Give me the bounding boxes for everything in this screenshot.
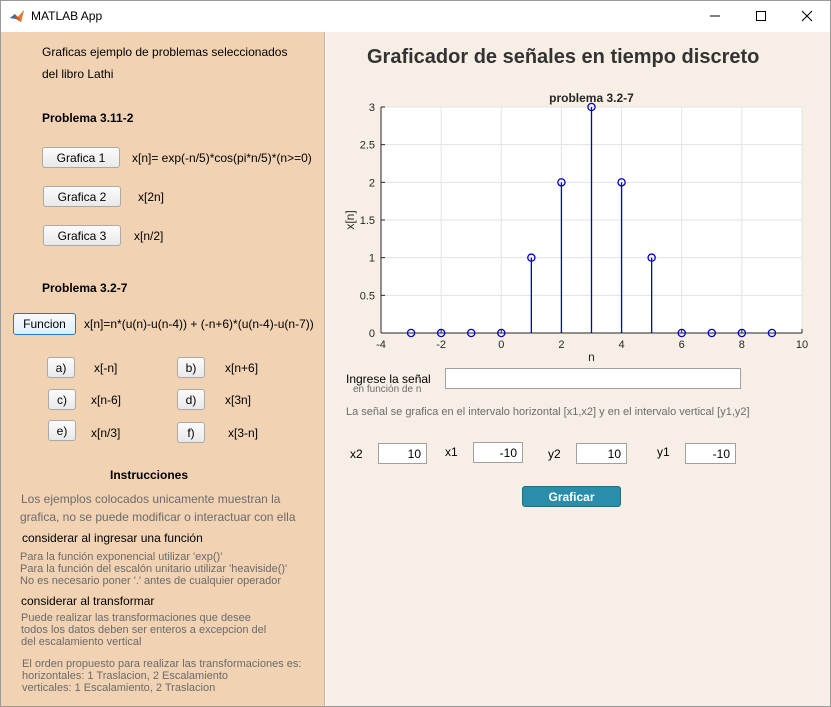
problem1-title: Problema 3.11-2: [42, 111, 134, 125]
signal-input[interactable]: [445, 368, 741, 389]
option-d-button[interactable]: d): [177, 389, 205, 410]
option-b-button[interactable]: b): [177, 357, 205, 378]
stem-marker: [647, 253, 656, 262]
x-tick-label: 0: [498, 339, 504, 351]
grafica2-button[interactable]: Grafica 2: [43, 186, 121, 207]
minimize-icon: [710, 15, 720, 17]
instructions-p2-line1: Para la función exponencial utilizar 'ex…: [20, 551, 223, 563]
stem-marker: [497, 328, 506, 338]
option-e-desc: x[n/3]: [91, 426, 121, 440]
minimize-button[interactable]: [692, 1, 738, 31]
instructions-heading-function: considerar al ingresar una función: [22, 531, 203, 545]
instructions-p2-line3: No es necesario poner '.' antes de cualq…: [20, 575, 282, 587]
x1-label: x1: [445, 445, 458, 459]
instructions-p4-line3: verticales: 1 Escalamiento, 2 Traslacion: [22, 682, 216, 694]
option-f-button[interactable]: f): [177, 422, 205, 443]
grafica1-button[interactable]: Grafica 1: [42, 147, 120, 168]
interval-hint: La señal se grafica en el intervalo hori…: [346, 406, 750, 418]
close-icon: [801, 10, 813, 22]
instructions-p3-line3: del escalamiento vertical: [21, 636, 142, 648]
stem-marker: [466, 328, 476, 338]
signal-plot: -4 -2 0 2 4 6 8 10 0 0.5 1 1.5 2 2.5 3 problema 3.2-7 n x…: [343, 91, 808, 364]
x-tick-label: -2: [436, 339, 446, 351]
x-tick-label: 6: [679, 339, 685, 351]
instructions-p2-line2: Para la función del escalón unitario uti…: [20, 563, 288, 575]
option-c-button[interactable]: c): [48, 389, 76, 410]
option-a-desc: x[-n]: [94, 361, 118, 375]
option-c-desc: x[n-6]: [91, 393, 122, 407]
y-tick-label: 3: [369, 102, 375, 114]
y-tick-label: 1: [369, 253, 375, 265]
x2-field[interactable]: 10: [378, 443, 427, 464]
funcion-desc: x[n]=n*(u(n)-u(n-4)) + (-n+6)*(u(n-4)-u(…: [84, 317, 314, 331]
option-d-desc: x[3n]: [225, 393, 252, 407]
graficar-button[interactable]: Graficar: [522, 486, 621, 507]
signal-input-label: Ingrese la señal: [346, 372, 431, 386]
intro-text-line1: Graficas ejemplo de problemas selecciona…: [42, 45, 288, 59]
grafica1-desc: x[n]= exp(-n/5)*cos(pi*n/5)*(n>=0): [132, 151, 312, 165]
grafica2-desc: x[2n]: [138, 190, 165, 204]
x1-field[interactable]: -10: [473, 442, 523, 463]
option-f-desc: x[3-n]: [228, 426, 259, 440]
title-bar: MATLAB App: [1, 1, 830, 31]
option-e-button[interactable]: e): [48, 420, 76, 441]
y2-field[interactable]: 10: [576, 443, 627, 464]
instructions-p3-line2: todos los datos deben ser enteros a exce…: [21, 624, 267, 636]
x-tick-label: -4: [376, 339, 386, 351]
stem-marker: [587, 102, 596, 112]
x-tick-label: 10: [796, 339, 808, 351]
instructions-p1-line1: Los ejemplos colocados unicamente muestr…: [21, 492, 281, 506]
grafica3-desc: x[n/2]: [134, 229, 164, 243]
stem-marker: [406, 328, 416, 338]
x-axis-label: n: [588, 350, 595, 364]
maximize-icon: [756, 11, 766, 21]
option-a-button[interactable]: a): [47, 357, 75, 378]
instructions-p4-line2: horizontales: 1 Traslacion, 2 Escalamien…: [22, 670, 229, 682]
stem-marker: [617, 178, 626, 187]
stem-marker: [737, 328, 747, 338]
funcion-button[interactable]: Funcion: [13, 313, 76, 335]
grafica3-button[interactable]: Grafica 3: [43, 225, 121, 246]
x-tick-label: 8: [739, 339, 745, 351]
y-axis-label: x[n]: [343, 210, 357, 229]
y1-field[interactable]: -10: [685, 443, 736, 464]
x2-label: x2: [350, 447, 363, 461]
y-tick-label: 2: [369, 177, 375, 189]
instructions-p1-line2: grafica, no se puede modificar o interac…: [20, 510, 296, 524]
stem-marker: [527, 253, 536, 262]
maximize-button[interactable]: [738, 1, 784, 31]
sidebar-panel: Graficas ejemplo de problemas selecciona…: [1, 32, 325, 706]
y2-label: y2: [548, 447, 561, 461]
x-tick-label: 2: [558, 339, 564, 351]
y-tick-label: 0: [369, 328, 375, 340]
y-tick-label: 0.5: [360, 290, 375, 302]
instructions-title: Instrucciones: [110, 468, 189, 482]
y1-label: y1: [657, 445, 670, 459]
instructions-p3-line1: Puede realizar las transformaciones que …: [21, 612, 251, 624]
x-tick-label: 4: [619, 339, 625, 351]
option-b-desc: x[n+6]: [225, 361, 259, 375]
instructions-p4-line1: El orden propuesto para realizar las tra…: [22, 658, 302, 670]
y-tick-label: 2.5: [360, 140, 375, 152]
matlab-logo-icon: [10, 10, 24, 22]
close-button[interactable]: [784, 1, 830, 31]
stem-marker: [707, 328, 717, 338]
intro-text-line2: del libro Lathi: [42, 67, 114, 81]
main-panel: Graficador de señales en tiempo discreto…: [326, 32, 830, 706]
chart-title: problema 3.2-7: [549, 91, 634, 105]
stem-marker: [767, 328, 777, 338]
stem-marker: [436, 328, 446, 338]
y-tick-label: 1.5: [360, 215, 375, 227]
signal-input-sublabel: en función de n: [353, 384, 422, 395]
problem2-title: Problema 3.2-7: [42, 281, 128, 295]
instructions-heading-transform: considerar al transformar: [21, 594, 155, 608]
stem-marker: [677, 328, 686, 338]
page-title: Graficador de señales en tiempo discreto: [367, 46, 760, 68]
stem-marker: [557, 178, 566, 187]
window-title: MATLAB App: [31, 9, 103, 23]
